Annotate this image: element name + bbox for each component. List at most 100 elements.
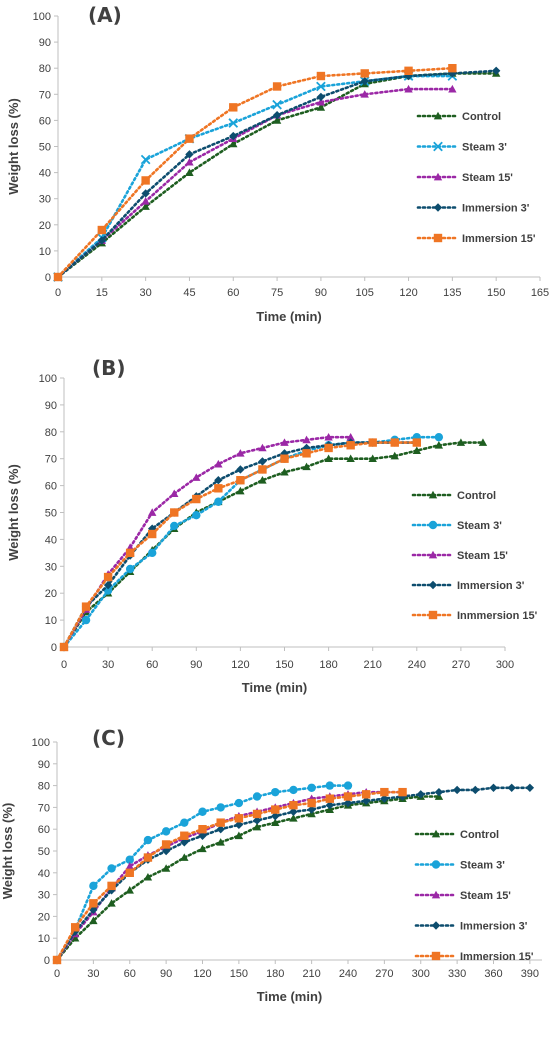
- chart-c-series-immersion-3-point-285: [398, 792, 407, 801]
- chart-b-series-inmmersion-15-point-210: [368, 438, 377, 447]
- chart-b-y-tick-label-80: 80: [45, 427, 57, 439]
- chart-c-series-immersion-15-point-120: [198, 825, 207, 834]
- chart-b-legend-control-label: Control: [457, 490, 496, 502]
- chart-a-series-immersion-15-point-45: [185, 134, 194, 143]
- chart-c-legend-control-swatch-marker: [431, 829, 441, 838]
- chart-a-series-control-point-45: [185, 168, 194, 176]
- chart-c-series-immersion-15-point-15: [70, 923, 80, 932]
- chart-c-series-steam-3-point-60: [125, 855, 134, 864]
- chart-b-series-steam-3-point-75: [170, 521, 179, 531]
- chart-c-series-immersion-15-point-285: [398, 787, 407, 797]
- chart-c-x-tick-label-330: 330: [448, 968, 466, 980]
- chart-c-series-immersion-15-point-0: [52, 955, 62, 965]
- chart-panel-a: (A) 0 10 20 30 40 50 60 70 80 90 100 0 15 30 45 60 75 90 10…: [0, 0, 550, 335]
- chart-a-x-tick-label-105: 105: [356, 287, 374, 299]
- chart-c-series-immersion-15-point-60: [125, 868, 134, 877]
- chart-a-series-immersion-15-point-15: [97, 225, 107, 235]
- chart-c-series-immersion-3-point-390: [525, 783, 535, 792]
- chart-c-x-axis-title: Time (min): [257, 989, 323, 1004]
- chart-c-series-steam-3-point-240: [343, 781, 353, 790]
- chart-b-series-control-point-285: [478, 438, 488, 446]
- chart-a-series-steam-3-point-30-stroke-2: [140, 154, 151, 165]
- chart-a-series-immersion-3-point-15: [97, 236, 107, 245]
- chart-c-series-control-point-30: [89, 916, 98, 925]
- chart-c-legend-steam-3-swatch-marker: [431, 860, 441, 869]
- chart-b-series-control-line: [62, 441, 485, 649]
- chart-c-series-control-point-135: [216, 838, 225, 846]
- chart-c-series-control-point-165: [252, 822, 262, 831]
- chart-a-legend-immersion-3-swatch-marker: [433, 203, 443, 212]
- chart-b-x-axis-title: Time (min): [242, 680, 308, 695]
- chart-a-y-tick-label-60: 60: [39, 115, 51, 127]
- chart-b-title: (B): [92, 356, 126, 380]
- chart-c-series-control-point-195: [289, 814, 298, 822]
- chart-a-series-immersion-15-point-30: [141, 176, 150, 185]
- chart-a-series-steam-3-point-75-stroke-2: [272, 99, 282, 110]
- chart-a-series-immersion-3-point-60: [229, 131, 238, 141]
- chart-b-x-tick-label-90: 90: [190, 659, 202, 671]
- chart-c-x-tick-label-210: 210: [302, 968, 320, 980]
- chart-c-series-control-point-180: [271, 818, 280, 827]
- chart-a-series-steam-15-point-105: [360, 90, 369, 98]
- chart-a-x-tick-label-120: 120: [399, 287, 417, 299]
- chart-c-series-control-point-120: [198, 844, 207, 853]
- chart-b-series-immersion-3-point-105: [214, 476, 223, 485]
- chart-a-svg: (A) 0 10 20 30 40 50 60 70 80 90 100 0 15 30 45 60 75 90 10…: [6, 3, 549, 324]
- chart-c-series-steam-3-point-105: [180, 818, 189, 827]
- chart-c-series-control-point-150: [234, 831, 244, 840]
- chart-c-x-tick-label-240: 240: [339, 968, 357, 980]
- chart-c-series-control-point-105: [180, 853, 189, 861]
- chart-a-series-steam-15-point-90: [316, 97, 326, 106]
- chart-b-series-steam-15-point-75: [170, 489, 179, 498]
- chart-b-series-steam-3-point-90: [192, 510, 201, 520]
- chart-c-series-immersion-15-point-30: [89, 899, 98, 908]
- chart-b-series-inmmersion-15-point-240: [412, 438, 421, 447]
- chart-c-x-tick-label-120: 120: [193, 968, 211, 980]
- chart-b-legend-steam-3-label: Steam 3': [457, 520, 502, 532]
- chart-b-series-control-point-180: [324, 454, 333, 463]
- chart-c-series-steam-3-point-225: [325, 781, 335, 790]
- chart-c-series-immersion-15-point-135: [216, 818, 225, 827]
- chart-c-series-steam-3-point-180: [271, 787, 280, 797]
- chart-b-y-tick-label-60: 60: [45, 481, 57, 493]
- chart-a-x-tick-label-90: 90: [315, 287, 327, 299]
- chart-c-series-immersion-3-point-120: [198, 831, 207, 840]
- chart-b-series-inmmersion-15-point-15: [81, 602, 91, 611]
- chart-a-series-immersion-15-point-135: [448, 64, 457, 73]
- chart-b-series-steam-15-point-90: [192, 473, 201, 481]
- chart-a-x-tick-label-45: 45: [183, 287, 195, 299]
- chart-c-x-tick-label-300: 300: [412, 968, 430, 980]
- chart-b-series-steam-15-point-60: [148, 508, 157, 516]
- chart-c-x-tick-label-150: 150: [230, 968, 248, 980]
- chart-b-series-inmmersion-15-point-0: [59, 642, 69, 652]
- chart-b-series-steam-3-point-15: [81, 615, 91, 625]
- chart-b-series-steam-3-point-60: [148, 548, 157, 558]
- chart-b-series-immersion-3-point-120: [236, 465, 245, 474]
- chart-b-x-tick-label-180: 180: [319, 659, 337, 671]
- chart-c-series-steam-3-point-195: [289, 785, 298, 795]
- chart-c-series-control-point-45: [107, 899, 116, 907]
- chart-c-series-immersion-3-point-345: [471, 785, 480, 795]
- chart-b-series-control-point-255: [434, 441, 444, 449]
- chart-c-x-tick-label-360: 360: [484, 968, 502, 980]
- chart-c-series-immersion-15-point-150: [234, 814, 244, 823]
- chart-c-series-immersion-15-point-270: [380, 787, 389, 797]
- chart-a-y-tick-label-0: 0: [45, 272, 51, 284]
- chart-c-legend-immersion-15-label: Immersion 15': [460, 951, 534, 963]
- chart-b-series-inmmersion-15-point-180: [324, 443, 333, 453]
- chart-a-legend-immersion-15-label: Immersion 15': [462, 233, 536, 245]
- chart-c-series-immersion-15-point-45: [107, 881, 116, 891]
- chart-b-series-steam-3-point-105: [214, 497, 223, 506]
- chart-a-x-tick-label-60: 60: [227, 287, 239, 299]
- chart-a-series-immersion-3-point-45: [185, 150, 194, 159]
- chart-c-series-steam-3-point-75: [143, 835, 153, 845]
- chart-c-legend-control-label: Control: [460, 829, 499, 841]
- chart-b-x-tick-label-120: 120: [231, 659, 249, 671]
- chart-a-series-control-point-90: [316, 103, 326, 111]
- chart-b-series-control-point-120: [236, 486, 245, 495]
- chart-c-svg: (C) 0 10 20 30 40 50 60 70 80 90 100 0 30 60 90 120 150 18…: [0, 726, 542, 1004]
- chart-b-x-tick-label-0: 0: [61, 659, 67, 671]
- chart-a-series-steam-3-point-75: [272, 99, 282, 110]
- chart-b-series-steam-15-point-180: [324, 432, 333, 441]
- chart-b-series-control-point-240: [412, 446, 421, 454]
